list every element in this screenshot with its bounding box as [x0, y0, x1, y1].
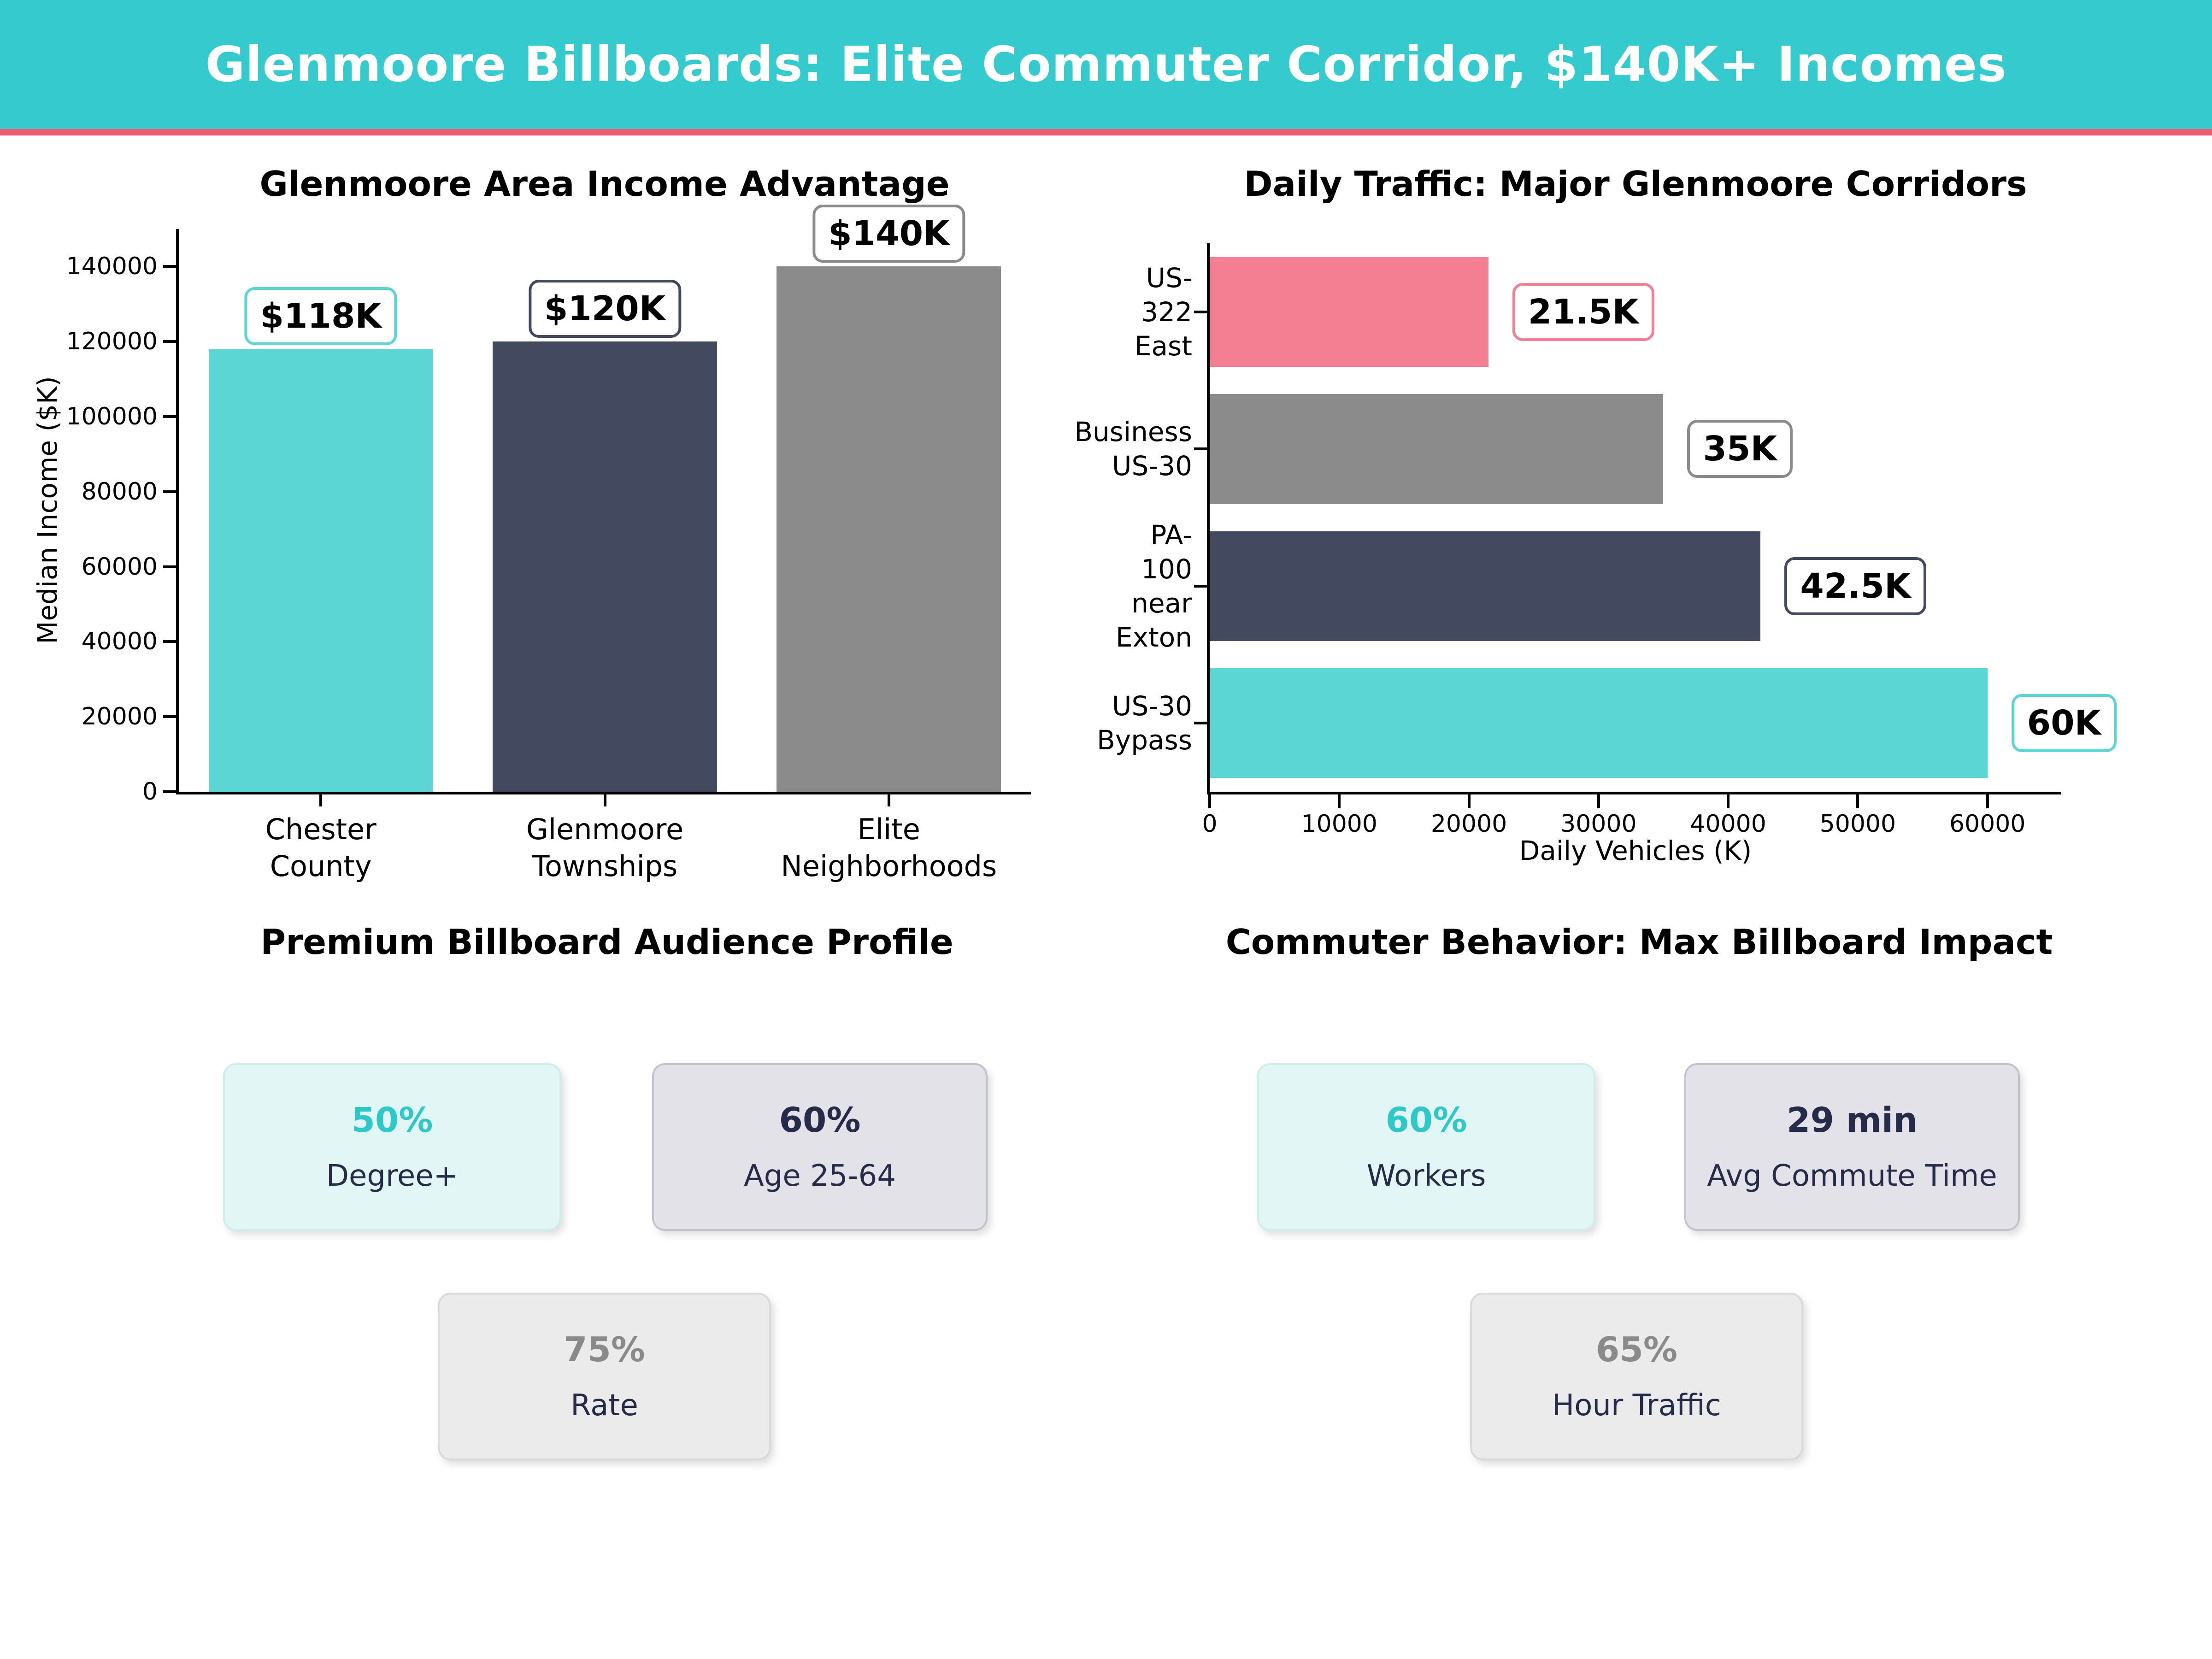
stat-value: 65%: [1595, 1330, 1678, 1370]
stat-value: 60%: [779, 1100, 861, 1140]
category-tick-mark: [319, 794, 323, 806]
page-title: Glenmoore Billboards: Elite Commuter Cor…: [205, 36, 2007, 93]
income-y-axis-spine: [176, 229, 179, 794]
bar-2: [1210, 531, 1761, 641]
category-label-2: Elite Neighborhoods: [781, 812, 997, 883]
traffic-x-axis-spine: [1207, 792, 2061, 794]
stat-card-hour-traffic: 65% Hour Traffic: [1470, 1293, 1803, 1460]
bar-value-label-3: 60K: [2011, 694, 2117, 753]
category-label-0: US-322 East: [1134, 262, 1192, 362]
y-tick-label: 80000: [81, 477, 158, 506]
x-tick-label: 60000: [1949, 810, 2026, 838]
stat-label: Rate: [571, 1388, 638, 1423]
y-tick-mark: [163, 715, 176, 718]
y-tick-mark: [163, 340, 176, 343]
bar-0: [1210, 257, 1488, 367]
y-tick-mark: [163, 565, 176, 568]
y-tick-mark: [163, 790, 176, 793]
y-tick-mark: [163, 265, 176, 268]
bar-value-label-1: $120K: [528, 280, 682, 338]
bar-1: [1210, 394, 1664, 504]
traffic-bar-chart-plot: 0 10000 20000 30000 40000 50000 60000 21.5K US-3…: [1074, 243, 2117, 836]
stat-value: 50%: [351, 1100, 433, 1140]
y-tick-mark: [163, 640, 176, 643]
category-tick-mark: [1194, 447, 1207, 451]
bar-1: [493, 341, 717, 792]
header-divider: [0, 129, 2212, 135]
x-tick-mark: [1856, 794, 1859, 808]
y-tick-label: 120000: [66, 328, 158, 356]
category-tick-mark: [1194, 722, 1207, 725]
category-tick-mark: [1194, 310, 1207, 313]
y-tick-label: 140000: [66, 253, 158, 281]
income-chart-title: Glenmoore Area Income Advantage: [259, 164, 950, 204]
x-tick-label: 20000: [1430, 810, 1507, 838]
category-label-3: US-30 Bypass: [1097, 690, 1192, 756]
bar-2: [777, 266, 1001, 792]
bar-value-label-2: $140K: [812, 205, 965, 263]
traffic-y-axis-spine: [1207, 243, 1210, 794]
income-y-axis-label: Median Income ($K): [32, 376, 63, 644]
x-tick-label: 40000: [1690, 810, 1766, 838]
commuter-section-title: Commuter Behavior: Max Billboard Impact: [1225, 922, 2053, 962]
stat-card-degree: 50% Degree+: [223, 1063, 561, 1231]
x-tick-mark: [1338, 794, 1341, 808]
y-tick-label: 0: [142, 778, 158, 806]
bar-3: [1210, 668, 1988, 778]
stat-value: 29 min: [1787, 1100, 1918, 1140]
stat-card-workers: 60% Workers: [1257, 1063, 1595, 1231]
bar-0: [208, 349, 433, 792]
income-x-axis-spine: [176, 792, 1031, 794]
category-tick-mark: [1194, 584, 1207, 588]
x-tick-mark: [1467, 794, 1471, 808]
x-tick-mark: [1208, 794, 1211, 808]
x-tick-label: 30000: [1560, 810, 1637, 838]
y-tick-label: 100000: [66, 403, 158, 430]
bar-value-label-0: $118K: [244, 287, 397, 346]
category-label-2: PA-100 near Exton: [1116, 519, 1192, 653]
stat-label: Avg Commute Time: [1707, 1159, 1997, 1193]
x-tick-label: 10000: [1301, 810, 1377, 838]
stat-label: Degree+: [326, 1159, 459, 1193]
stat-value: 60%: [1385, 1100, 1467, 1140]
y-tick-mark: [163, 415, 176, 418]
stat-card-age: 60% Age 25-64: [652, 1063, 988, 1231]
traffic-x-axis-label: Daily Vehicles (K): [1519, 835, 1752, 866]
header-banner: Glenmoore Billboards: Elite Commuter Cor…: [0, 0, 2212, 129]
x-tick-mark: [1986, 794, 1989, 808]
y-tick-mark: [163, 490, 176, 493]
category-tick-mark: [603, 794, 606, 806]
bar-value-label-1: 35K: [1687, 420, 1793, 478]
audience-section-title: Premium Billboard Audience Profile: [260, 922, 953, 962]
income-bar-chart-plot: 0 20000 40000 60000 80000 100000 120000 140000 $…: [66, 205, 1031, 883]
stat-card-rate: 75% Rate: [438, 1293, 771, 1460]
y-tick-label: 60000: [81, 553, 158, 581]
stat-label: Workers: [1366, 1159, 1486, 1193]
x-tick-mark: [1727, 794, 1730, 808]
y-tick-label: 40000: [81, 628, 158, 656]
x-tick-mark: [1597, 794, 1600, 808]
category-label-1: Glenmoore Townships: [526, 812, 684, 883]
stat-label: Age 25-64: [743, 1159, 896, 1193]
y-tick-label: 20000: [81, 703, 158, 731]
bar-value-label-0: 21.5K: [1512, 282, 1654, 341]
traffic-chart-title: Daily Traffic: Major Glenmoore Corridors: [1244, 164, 2027, 204]
category-tick-mark: [887, 794, 890, 806]
x-tick-label: 50000: [1819, 810, 1896, 838]
category-label-0: Chester County: [265, 812, 377, 883]
stat-card-commute-time: 29 min Avg Commute Time: [1684, 1063, 2020, 1231]
bar-value-label-2: 42.5K: [1784, 557, 1927, 615]
stat-value: 75%: [563, 1330, 646, 1370]
category-label-1: Business US-30: [1074, 416, 1192, 482]
x-tick-label: 0: [1202, 810, 1218, 838]
stat-label: Hour Traffic: [1552, 1388, 1721, 1423]
